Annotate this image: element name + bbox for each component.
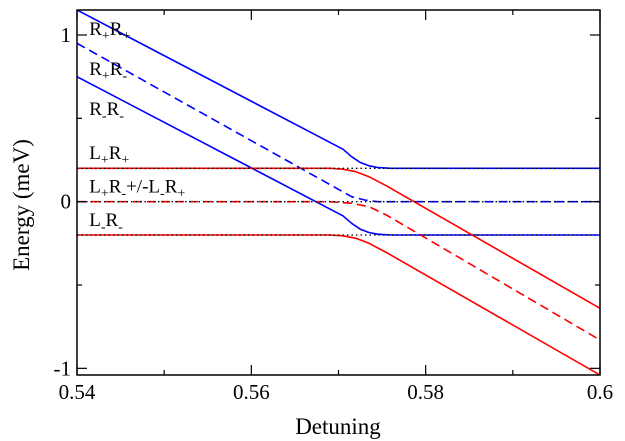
series-line-5 <box>77 200 600 341</box>
series-layer <box>77 10 600 375</box>
state-label: L+R-+/-L-R+ <box>89 177 185 202</box>
x-tick-label: 0.54 <box>59 380 96 404</box>
x-tick-label: 0.6 <box>587 380 613 404</box>
state-label: R-R- <box>89 99 124 124</box>
series-line-6 <box>77 234 600 375</box>
y-tick-label: -1 <box>54 356 72 380</box>
state-label: L+R+ <box>89 143 129 168</box>
x-axis-label: Detuning <box>295 414 381 439</box>
x-tick-label: 0.58 <box>407 380 444 404</box>
y-tick-label: 0 <box>61 190 72 214</box>
x-tick-label: 0.56 <box>233 380 270 404</box>
state-label: R+R- <box>89 59 127 84</box>
series-line-3 <box>77 75 600 236</box>
y-tick-label: 1 <box>61 23 72 47</box>
axes-layer: 0.54 0.56 0.58 0.6 -1 0 1 <box>54 9 613 404</box>
series-line-2 <box>77 42 600 203</box>
series-line-1 <box>77 10 600 170</box>
state-label: L-R- <box>89 210 123 235</box>
annotation-layer: R+R+ R+R- R-R- L+R+ L+R-+/-L-R+ L-R- <box>89 19 185 235</box>
state-label: R+R+ <box>89 19 130 44</box>
y-axis-label: Energy (meV) <box>9 139 34 271</box>
